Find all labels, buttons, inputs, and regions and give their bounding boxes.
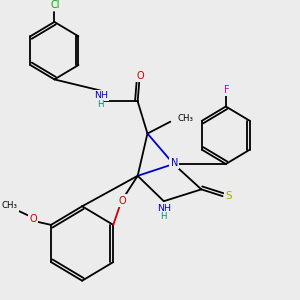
Text: O: O (29, 214, 37, 224)
Text: N: N (170, 158, 178, 168)
Text: H: H (97, 100, 104, 109)
Text: NH: NH (94, 91, 108, 100)
Text: NH: NH (158, 204, 171, 213)
Text: F: F (224, 85, 229, 95)
Text: O: O (118, 196, 126, 206)
Text: Cl: Cl (50, 0, 60, 10)
Text: H: H (160, 212, 167, 221)
Text: CH₃: CH₃ (178, 115, 194, 124)
Text: O: O (136, 71, 144, 81)
Text: S: S (225, 191, 232, 201)
Text: CH₃: CH₃ (2, 201, 18, 210)
